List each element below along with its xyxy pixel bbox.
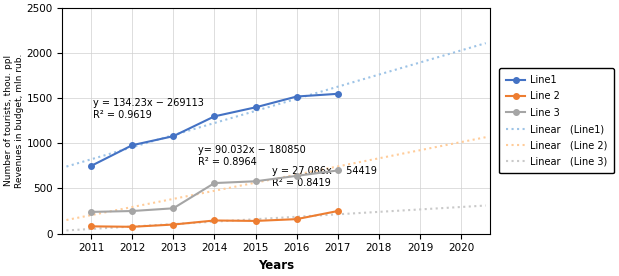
- Text: y = 27.086x − 54419
R² = 0.8419: y = 27.086x − 54419 R² = 0.8419: [272, 166, 377, 187]
- Text: y = 134.23x − 269113
R² = 0.9619: y = 134.23x − 269113 R² = 0.9619: [93, 98, 204, 120]
- Legend: Line1, Line 2, Line 3, Linear   (Line1), Linear   (Line 2), Linear   (Line 3): Line1, Line 2, Line 3, Linear (Line1), L…: [499, 68, 614, 173]
- X-axis label: Years: Years: [258, 259, 294, 272]
- Text: y= 90.032x − 180850
R² = 0.8964: y= 90.032x − 180850 R² = 0.8964: [198, 145, 306, 167]
- Y-axis label: Number of tourists, thou. ppl
Revenues in budget, mln rub.: Number of tourists, thou. ppl Revenues i…: [4, 54, 24, 188]
